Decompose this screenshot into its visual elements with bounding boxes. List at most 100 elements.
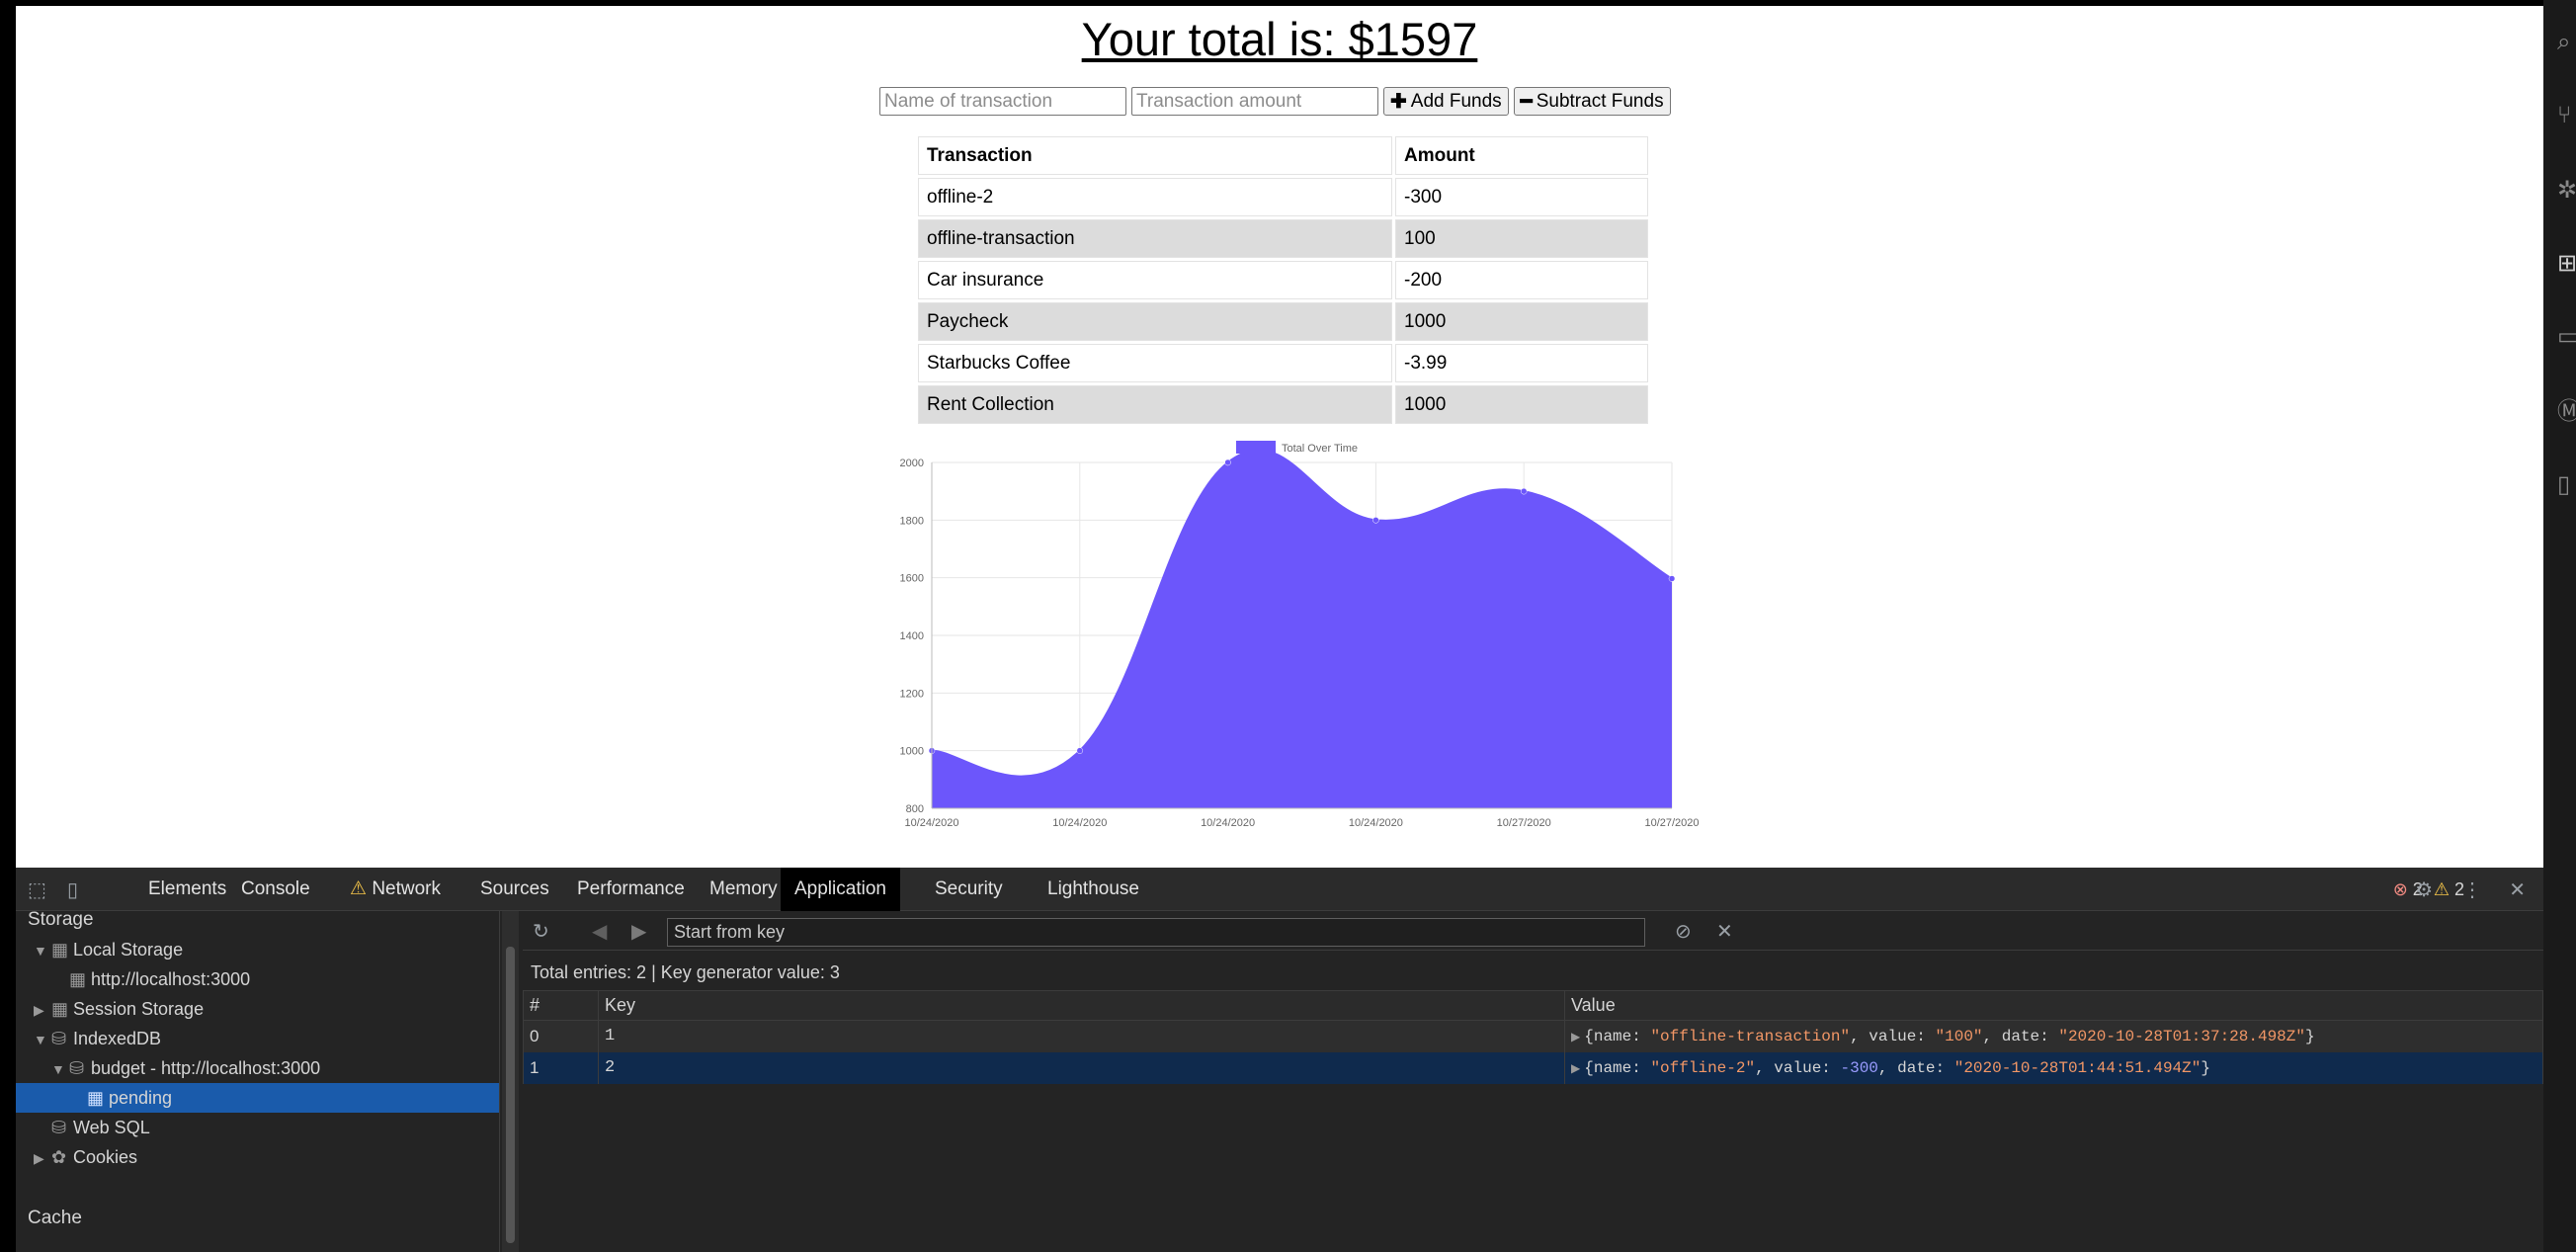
column-header-value[interactable]: Value <box>1564 990 2543 1021</box>
tab-network[interactable]: ⚠ Network <box>336 868 455 911</box>
delete-selected-icon[interactable]: ✕ <box>1716 921 1733 943</box>
transaction-name-cell: Rent Collection <box>918 385 1392 424</box>
table-row: Paycheck 1000 <box>918 302 1648 341</box>
sidebar-item-budget-db[interactable]: ▼ ⛁ budget - http://localhost:3000 <box>51 1053 320 1083</box>
sidebar-item-label: Local Storage <box>73 940 184 960</box>
table-grid-icon: ▦ <box>51 940 69 960</box>
next-page-icon[interactable]: ▶ <box>631 921 647 943</box>
error-count: 2 <box>2412 879 2423 899</box>
indexeddb-data-view: ↻ ◀ ▶ ⊘ ✕ Total entries: 2 | Key generat… <box>523 911 2543 1252</box>
panel-icon[interactable]: ▯ <box>2557 471 2571 498</box>
indexeddb-entries-table: # Key Value 0 1 ▶ {name: "offline-transac… <box>523 990 2543 1084</box>
transaction-amount-cell: 100 <box>1395 219 1648 258</box>
table-row: offline-2 -300 <box>918 178 1648 216</box>
series-area <box>932 450 1672 808</box>
sidebar-item-label: http://localhost:3000 <box>91 969 251 989</box>
expand-triangle-icon[interactable]: ▶ <box>1571 1030 1581 1044</box>
add-funds-label: Add Funds <box>1410 90 1502 112</box>
devtools-tab-bar: ⬚ ▯ Elements Console ⚠ Network Sources P… <box>16 868 2543 911</box>
database-icon: ⛁ <box>69 1058 85 1078</box>
sidebar-item-local-storage-origin[interactable]: ▦ http://localhost:3000 <box>69 964 250 994</box>
close-icon[interactable]: ✕ <box>2509 879 2526 901</box>
value-date: "2020-10-28T01:37:28.498Z" <box>2058 1027 2305 1045</box>
transaction-name-cell: Starbucks Coffee <box>918 344 1392 382</box>
warning-count: 2 <box>2453 879 2464 899</box>
collapse-triangle-icon: ▶ <box>34 1150 44 1166</box>
transaction-name-cell: offline-2 <box>918 178 1392 216</box>
table-row[interactable]: 1 2 ▶ {name: "offline-2", value: -300, da… <box>523 1051 2543 1084</box>
sidebar-item-web-sql[interactable]: ⛁ Web SQL <box>51 1113 150 1142</box>
tab-security[interactable]: Security <box>935 878 1003 899</box>
transaction-name-cell: Car insurance <box>918 261 1392 299</box>
sidebar-scrollbar[interactable] <box>502 911 519 1252</box>
entry-value[interactable]: ▶ {name: "offline-transaction", value: "1… <box>1564 1020 2543 1052</box>
remote-icon[interactable]: ▭ <box>2557 323 2576 350</box>
sidebar-item-pending-store[interactable]: ▦ pending <box>16 1083 499 1113</box>
value-date: "2020-10-28T01:44:51.494Z" <box>1953 1058 2202 1077</box>
legend-swatch <box>1236 441 1276 454</box>
page-viewport: Your total is: $1597 ✚ Add Funds ━ Subtr… <box>16 6 2543 868</box>
database-icon: ⛁ <box>51 1118 67 1137</box>
subtract-funds-label: Subtract Funds <box>1536 90 1664 112</box>
tab-network-label: Network <box>372 878 442 899</box>
table-grid-icon: ▦ <box>51 999 69 1019</box>
x-tick-label: 10/24/2020 <box>904 817 958 829</box>
expand-triangle-icon: ▼ <box>34 943 47 959</box>
add-funds-button[interactable]: ✚ Add Funds <box>1383 87 1509 116</box>
sidebar-item-label: budget - http://localhost:3000 <box>91 1058 321 1078</box>
start-from-key-input[interactable] <box>667 918 1645 947</box>
debug-icon[interactable]: ✲ <box>2557 177 2576 204</box>
extensions-icon[interactable]: ⊞ <box>2557 250 2576 277</box>
device-toolbar-icon[interactable]: ▯ <box>67 879 79 901</box>
subtract-funds-button[interactable]: ━ Subtract Funds <box>1513 87 1671 116</box>
transaction-amount-input[interactable] <box>1131 87 1378 116</box>
markdown-icon[interactable]: Ⓜ <box>2557 398 2576 425</box>
sidebar-item-local-storage[interactable]: ▼ ▦ Local Storage <box>34 935 183 964</box>
expand-triangle-icon[interactable]: ▶ <box>1571 1061 1581 1076</box>
settings-gear-icon[interactable]: ⚙ <box>2415 879 2433 901</box>
inspect-element-icon[interactable]: ⬚ <box>28 879 46 901</box>
right-activity-bar: ⌕ ⑂ ✲ ⊞ ▭ Ⓜ ▯ <box>2543 0 2576 1252</box>
warning-icon: ⚠ <box>350 878 368 899</box>
tab-elements[interactable]: Elements <box>148 878 227 899</box>
sidebar-item-indexeddb[interactable]: ▼ ⛁ IndexedDB <box>34 1024 161 1053</box>
data-point <box>1668 575 1676 582</box>
tab-lighthouse[interactable]: Lighthouse <box>1047 878 1139 899</box>
total-heading: Your total is: $1597 <box>1081 13 1478 65</box>
column-header-amount: Amount <box>1395 136 1648 175</box>
refresh-icon[interactable]: ↻ <box>533 921 549 943</box>
table-grid-icon: ▦ <box>69 969 87 989</box>
column-header-index[interactable]: # <box>523 990 599 1021</box>
issues-counter[interactable]: ⊗ 2 ⚠ 2 <box>2393 868 2464 911</box>
legend-label: Total Over Time <box>1282 443 1358 455</box>
scrollbar-thumb[interactable] <box>506 947 515 1243</box>
tab-console[interactable]: Console <box>241 878 310 899</box>
value-name: "offline-transaction" <box>1650 1027 1851 1045</box>
entry-value[interactable]: ▶ {name: "offline-2", value: -300, date: … <box>1564 1051 2543 1084</box>
data-point <box>1076 747 1084 754</box>
sidebar-item-cookies[interactable]: ▶ ✿ Cookies <box>34 1142 137 1172</box>
tab-sources[interactable]: Sources <box>480 878 549 899</box>
clear-store-icon[interactable]: ⊘ <box>1675 921 1692 943</box>
tab-application[interactable]: Application <box>781 868 900 911</box>
previous-page-icon[interactable]: ◀ <box>592 921 608 943</box>
search-icon[interactable]: ⌕ <box>2557 29 2571 55</box>
tab-memory[interactable]: Memory <box>709 878 778 899</box>
sidebar-item-session-storage[interactable]: ▶ ▦ Session Storage <box>34 994 204 1024</box>
entry-index: 0 <box>523 1020 599 1052</box>
tab-performance[interactable]: Performance <box>577 878 685 899</box>
value-name: "offline-2" <box>1650 1058 1756 1077</box>
source-control-icon[interactable]: ⑂ <box>2557 102 2572 128</box>
entries-summary: Total entries: 2 | Key generator value: … <box>531 962 840 982</box>
table-row[interactable]: 0 1 ▶ {name: "offline-transaction", value… <box>523 1020 2543 1052</box>
more-options-icon[interactable]: ⋮ <box>2462 879 2482 901</box>
transactions-table: Transaction Amount offline-2 -300 offlin… <box>915 133 1651 427</box>
y-tick-label: 1000 <box>900 746 924 758</box>
x-tick-label: 10/27/2020 <box>1497 817 1551 829</box>
transaction-name-input[interactable] <box>879 87 1126 116</box>
y-tick-label: 1800 <box>900 515 924 527</box>
value-amount: -300 <box>1840 1058 1878 1077</box>
column-header-key[interactable]: Key <box>598 990 1565 1021</box>
transaction-name-cell: offline-transaction <box>918 219 1392 258</box>
cookie-icon: ✿ <box>51 1147 67 1167</box>
